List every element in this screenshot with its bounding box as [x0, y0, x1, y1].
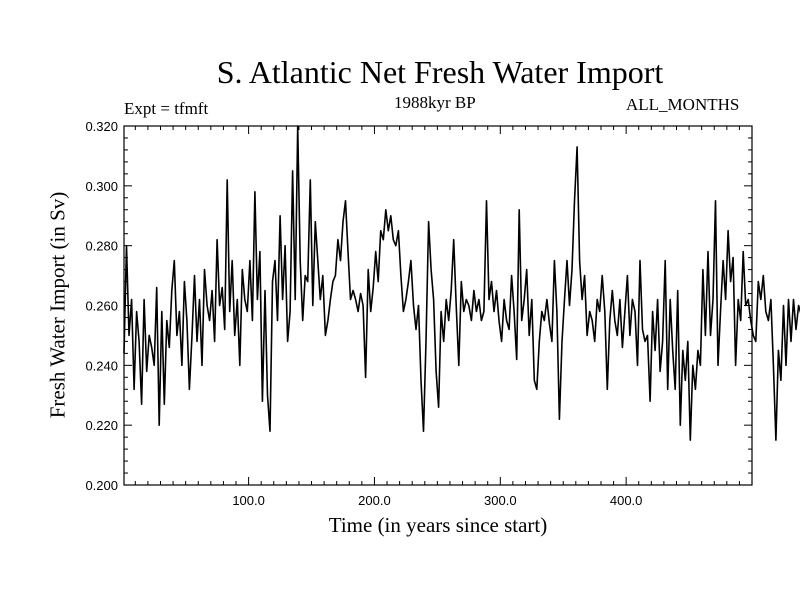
x-tick-label: 400.0 — [610, 493, 643, 508]
x-tick-label: 300.0 — [484, 493, 517, 508]
plot-frame — [123, 125, 753, 486]
chart-subtitle: 1988kyr BP — [394, 93, 476, 112]
y-tick-label: 0.240 — [85, 358, 118, 373]
series-lines — [123, 125, 800, 441]
x-axis-label: Time (in years since start) — [328, 513, 548, 537]
y-tick-label: 0.280 — [85, 239, 118, 254]
x-tick-label: 100.0 — [232, 493, 265, 508]
y-tick-label: 0.200 — [85, 478, 118, 493]
period-label: ALL_MONTHS — [626, 95, 740, 114]
axis-tick-labels: 0.200 0.220 0.240 0.260 0.280 0.300 0.320 100.0… — [85, 119, 642, 508]
chart-title: S. Atlantic Net Fresh Water Import — [216, 54, 664, 90]
y-tick-label: 0.320 — [85, 119, 118, 134]
y-tick-label: 0.300 — [85, 179, 118, 194]
y-tick-label: 0.260 — [85, 299, 118, 314]
y-tick-label: 0.220 — [85, 418, 118, 433]
series-line — [123, 125, 800, 441]
experiment-label: Expt = tfmft — [124, 99, 209, 118]
x-tick-label: 200.0 — [358, 493, 391, 508]
